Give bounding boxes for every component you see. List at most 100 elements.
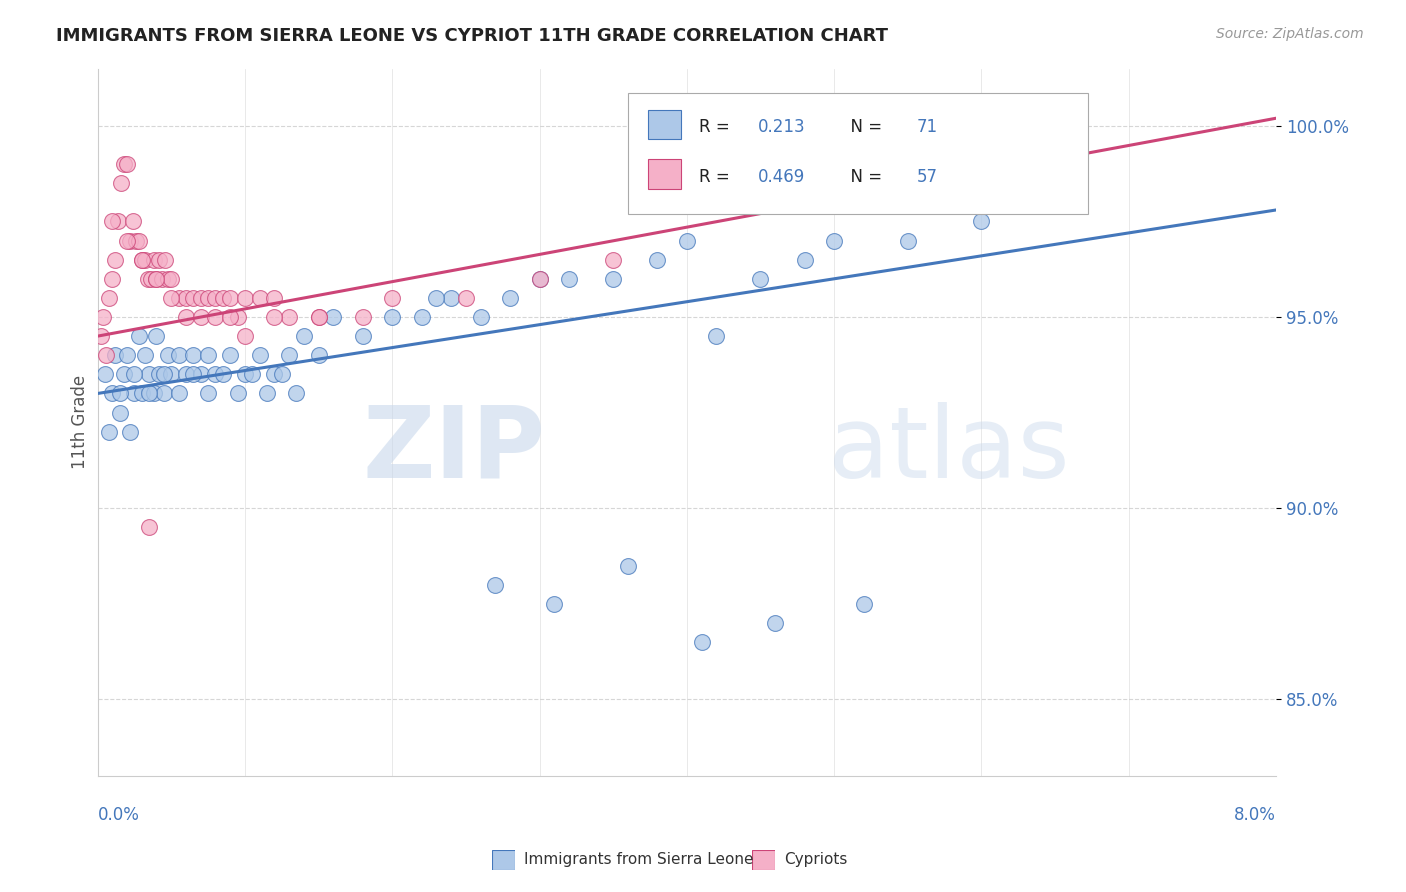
Point — [128, 329, 150, 343]
Point — [292, 329, 315, 343]
Point — [454, 291, 477, 305]
Point — [823, 234, 845, 248]
Point — [148, 252, 170, 267]
Point — [425, 291, 447, 305]
Point — [543, 597, 565, 611]
Point — [183, 348, 205, 362]
Point — [157, 272, 180, 286]
Point — [308, 348, 330, 362]
Text: 71: 71 — [917, 118, 938, 136]
Point — [263, 368, 285, 382]
Point — [93, 310, 115, 324]
Point — [852, 597, 875, 611]
Point — [190, 368, 212, 382]
Text: R =: R = — [699, 118, 734, 136]
Point — [211, 291, 233, 305]
FancyBboxPatch shape — [648, 110, 681, 139]
Text: 8.0%: 8.0% — [1234, 806, 1277, 824]
Point — [138, 520, 160, 534]
Point — [793, 252, 815, 267]
Point — [94, 368, 117, 382]
Point — [183, 291, 205, 305]
Point — [690, 635, 713, 649]
Point — [249, 348, 271, 362]
Point — [112, 368, 135, 382]
FancyBboxPatch shape — [648, 159, 681, 189]
Point — [131, 386, 153, 401]
Point — [108, 406, 131, 420]
Point — [134, 348, 156, 362]
Point — [134, 252, 156, 267]
Point — [122, 214, 145, 228]
Point — [381, 291, 404, 305]
Point — [602, 252, 624, 267]
Point — [118, 234, 141, 248]
Point — [115, 234, 138, 248]
Point — [89, 329, 111, 343]
Point — [322, 310, 344, 324]
Point — [278, 348, 301, 362]
Point — [96, 348, 118, 362]
Point — [174, 291, 197, 305]
Point — [197, 348, 219, 362]
Point — [107, 214, 129, 228]
Point — [763, 615, 786, 630]
Point — [160, 368, 183, 382]
Point — [647, 252, 669, 267]
Point — [233, 368, 256, 382]
Point — [529, 272, 551, 286]
Point — [381, 310, 404, 324]
Point — [101, 214, 124, 228]
Text: Cypriots: Cypriots — [785, 853, 848, 867]
Point — [308, 310, 330, 324]
Point — [263, 310, 285, 324]
Point — [150, 272, 173, 286]
Point — [233, 329, 256, 343]
Point — [270, 368, 292, 382]
Point — [529, 272, 551, 286]
Point — [249, 291, 271, 305]
Point — [204, 291, 226, 305]
Point — [138, 386, 160, 401]
Point — [676, 234, 699, 248]
Point — [617, 558, 640, 573]
Point — [219, 348, 242, 362]
Point — [108, 386, 131, 401]
Y-axis label: 11th Grade: 11th Grade — [72, 376, 89, 469]
Point — [167, 386, 190, 401]
Point — [145, 272, 167, 286]
Point — [104, 348, 127, 362]
Point — [142, 252, 165, 267]
Point — [138, 368, 160, 382]
Text: 0.213: 0.213 — [758, 118, 806, 136]
Point — [160, 272, 183, 286]
Point — [240, 368, 263, 382]
Point — [219, 291, 242, 305]
Point — [124, 386, 146, 401]
Point — [98, 425, 121, 439]
Point — [499, 291, 522, 305]
Point — [602, 272, 624, 286]
Point — [352, 310, 374, 324]
Point — [101, 272, 124, 286]
Point — [145, 329, 167, 343]
Point — [148, 368, 170, 382]
Point — [157, 348, 180, 362]
Text: R =: R = — [699, 168, 734, 186]
Point — [558, 272, 581, 286]
FancyBboxPatch shape — [628, 94, 1087, 213]
Point — [197, 291, 219, 305]
Point — [160, 291, 183, 305]
Point — [1043, 195, 1066, 210]
Point — [190, 291, 212, 305]
Text: 0.469: 0.469 — [758, 168, 804, 186]
Point — [470, 310, 492, 324]
Point — [204, 368, 226, 382]
Point — [128, 234, 150, 248]
Point — [145, 272, 167, 286]
Point — [897, 234, 920, 248]
Point — [219, 310, 242, 324]
Point — [131, 252, 153, 267]
Point — [256, 386, 278, 401]
Text: Source: ZipAtlas.com: Source: ZipAtlas.com — [1216, 27, 1364, 41]
